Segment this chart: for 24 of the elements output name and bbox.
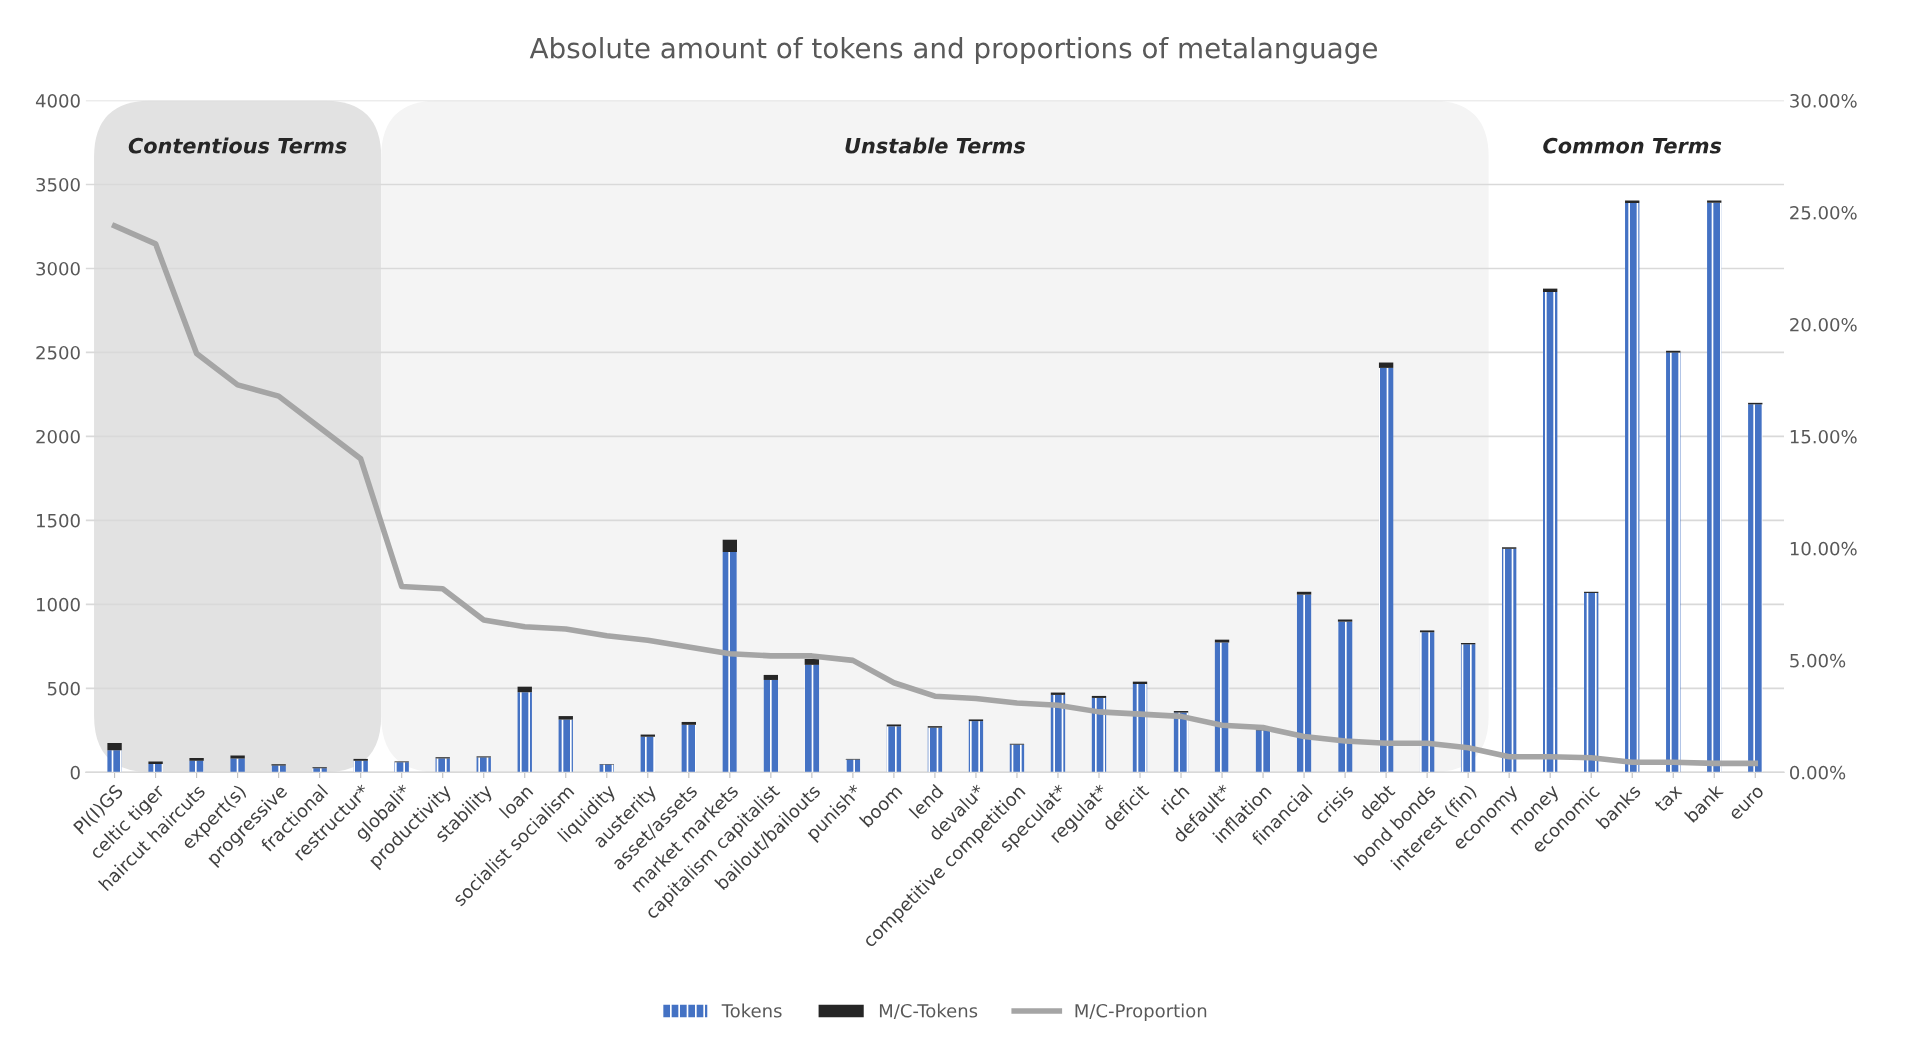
band-label: Contentious Terms: [128, 137, 347, 154]
y-tick-label: 3000: [36, 261, 80, 276]
chart-title: Absolute amount of tokens and proportions of metalanguage: [529, 37, 1377, 64]
y2-tick-label: 20.00%: [1790, 317, 1857, 332]
band-label: Unstable Terms: [845, 137, 1026, 154]
y-tick-label: 0: [70, 765, 80, 780]
legend-label: Tokens: [721, 1003, 782, 1018]
legend-label: M/C-Tokens: [879, 1003, 978, 1019]
y-tick-label: 2000: [36, 429, 80, 444]
y2-tick-label: 15.00%: [1790, 429, 1857, 444]
y2-tick-label: 10.00%: [1790, 541, 1857, 556]
annotation: Common Terms: [1543, 137, 1722, 154]
y-tick-label: 1000: [37, 597, 80, 612]
x-tick-label: tax: [1653, 783, 1683, 813]
y2-tick-label: 5.00%: [1790, 653, 1846, 668]
y-tick-label: 1500: [37, 513, 80, 528]
y-tick-label: 3500: [36, 177, 80, 192]
y2-tick-label: 0.00%: [1790, 765, 1846, 780]
y-tick-label: 2500: [36, 345, 80, 360]
y-tick-label: 4000: [35, 93, 80, 108]
y2-tick-label: 25.00%: [1790, 205, 1857, 220]
legend-label: M/C-Proportion: [1075, 1003, 1207, 1022]
y-tick-label: 500: [47, 681, 80, 696]
y2-tick-label: 30.00%: [1790, 93, 1857, 108]
